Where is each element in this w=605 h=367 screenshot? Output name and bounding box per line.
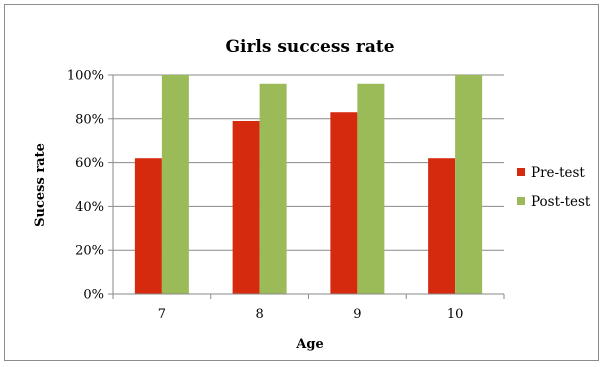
bar-post-test-7 xyxy=(161,75,189,294)
bar-pre-test-9 xyxy=(330,112,358,294)
chart-frame xyxy=(4,4,599,361)
legend-label: Post-test xyxy=(531,194,591,210)
bar-post-test-9 xyxy=(357,83,385,294)
x-tick-label: 9 xyxy=(353,307,361,322)
bar-pre-test-7 xyxy=(134,158,162,294)
y-tick-label: 0% xyxy=(83,288,104,303)
bars xyxy=(134,75,483,295)
x-tick-labels: 7 8 9 10 xyxy=(158,307,464,322)
x-tick-label: 8 xyxy=(255,307,263,322)
bar-pre-test-8 xyxy=(232,120,260,295)
y-tick-label: 20% xyxy=(75,244,104,259)
y-tick-label: 40% xyxy=(75,200,104,215)
x-tick-label: 10 xyxy=(447,307,464,322)
legend-swatch xyxy=(517,197,525,205)
legend-label: Pre-test xyxy=(531,165,585,181)
y-tick-label: 100% xyxy=(67,69,104,84)
bar-post-test-10 xyxy=(455,75,483,294)
x-tick-label: 7 xyxy=(158,307,166,322)
legend-swatch xyxy=(517,168,525,176)
y-tick-label: 80% xyxy=(75,112,104,127)
bar-pre-test-10 xyxy=(428,158,456,294)
bar-post-test-8 xyxy=(259,83,287,294)
chart-title: Girls success rate xyxy=(225,37,394,57)
legend: Pre-test Post-test xyxy=(517,165,591,210)
y-axis-label: Sucess rate xyxy=(33,143,48,227)
axes xyxy=(108,74,505,299)
x-axis-label: Age xyxy=(295,337,323,352)
y-tick-label: 60% xyxy=(75,156,104,171)
y-tick-labels: 0% 20% 40% 60% 80% 100% xyxy=(67,69,104,303)
